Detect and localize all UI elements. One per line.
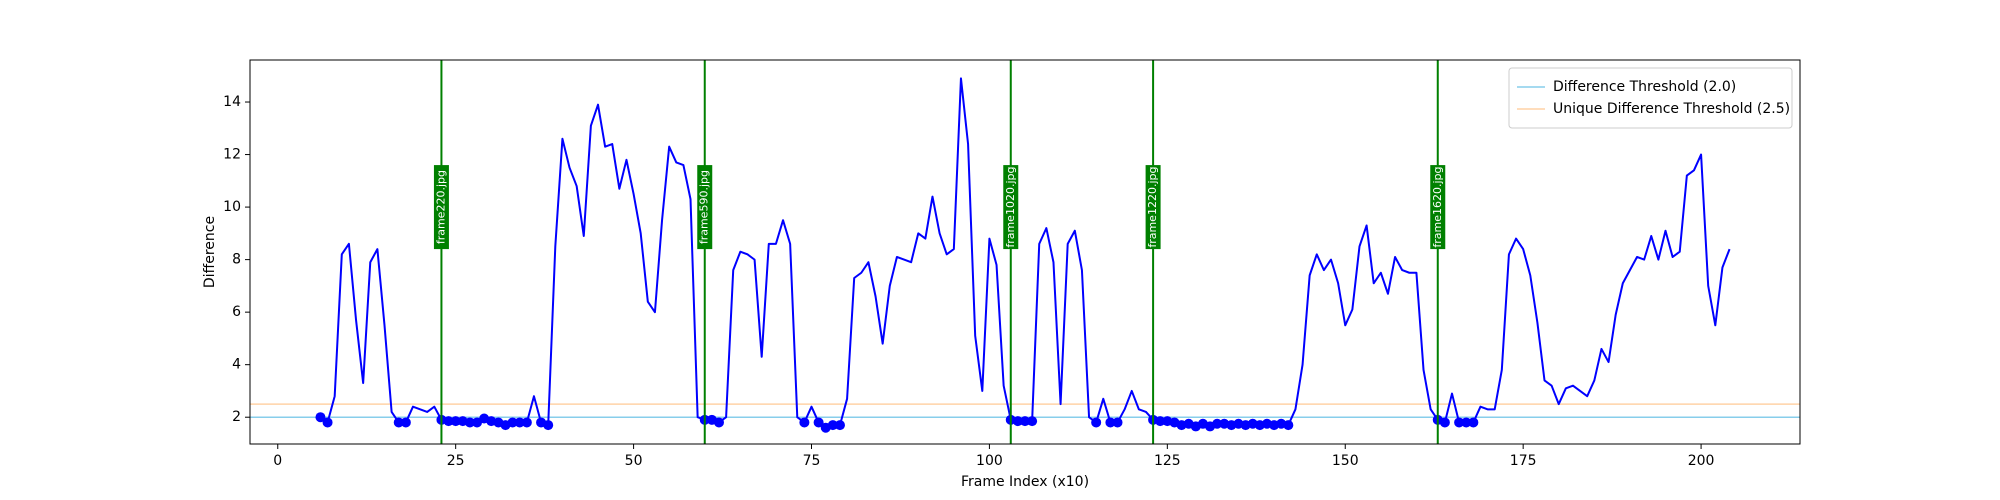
point bbox=[813, 417, 824, 428]
frame-label: frame1220.jpg bbox=[1146, 167, 1159, 248]
x-tick-label: 175 bbox=[1510, 453, 1537, 469]
point bbox=[443, 416, 454, 427]
x-tick-label: 150 bbox=[1332, 453, 1359, 469]
point bbox=[514, 417, 525, 428]
point bbox=[1283, 420, 1294, 431]
point bbox=[827, 420, 838, 431]
point bbox=[1012, 416, 1023, 427]
point bbox=[1105, 417, 1116, 428]
point bbox=[450, 416, 461, 427]
legend-box bbox=[1508, 67, 1793, 129]
y-tick-label: 6 bbox=[232, 304, 241, 320]
point bbox=[1020, 416, 1030, 427]
frame-label-box bbox=[697, 165, 713, 250]
line bbox=[319, 77, 1731, 429]
point bbox=[1212, 418, 1223, 429]
x-tick-label: 200 bbox=[1688, 453, 1715, 469]
frame-label: frame590.jpg bbox=[698, 170, 711, 244]
x-tick-label: 0 bbox=[273, 453, 282, 469]
point bbox=[834, 420, 845, 431]
y-tick-label: 12 bbox=[223, 147, 241, 163]
plot-frame bbox=[249, 59, 1801, 445]
x-axis-label: Frame Index (x10) bbox=[961, 474, 1089, 490]
frame-label-box bbox=[1003, 165, 1019, 250]
frame-label: frame1620.jpg bbox=[1431, 167, 1444, 248]
frame-label: frame220.jpg bbox=[434, 170, 447, 244]
point bbox=[1027, 416, 1038, 427]
x-tick-label: 50 bbox=[625, 453, 643, 469]
point bbox=[400, 417, 411, 428]
y-tick-label: 4 bbox=[232, 357, 241, 373]
y-axis-label: Difference bbox=[202, 216, 218, 288]
point bbox=[521, 417, 532, 428]
x-tick-label: 100 bbox=[976, 453, 1003, 469]
legend-label: Unique Difference Threshold (2.5) bbox=[1553, 101, 1790, 117]
point bbox=[1439, 417, 1450, 428]
frame-label-box bbox=[433, 165, 449, 250]
point bbox=[1468, 417, 1479, 428]
frame-label: frame1020.jpg bbox=[1004, 167, 1017, 248]
y-tick-label: 10 bbox=[223, 199, 241, 215]
point bbox=[393, 417, 404, 428]
frame-label-box bbox=[1145, 165, 1161, 250]
y-tick-label: 14 bbox=[223, 94, 241, 110]
point bbox=[799, 417, 810, 428]
plot bbox=[250, 60, 1800, 444]
point bbox=[1461, 417, 1472, 428]
point bbox=[1091, 417, 1102, 428]
point bbox=[1454, 417, 1465, 428]
x-tick-label: 125 bbox=[1154, 453, 1181, 469]
point bbox=[713, 417, 724, 428]
point bbox=[543, 420, 554, 431]
point bbox=[1155, 416, 1166, 427]
x-tick-label: 25 bbox=[447, 453, 465, 469]
point bbox=[464, 417, 475, 428]
frame-label-box bbox=[1430, 165, 1446, 250]
point bbox=[507, 417, 518, 428]
y-tick-label: 8 bbox=[232, 252, 241, 268]
point bbox=[322, 417, 333, 428]
point bbox=[1112, 417, 1123, 428]
point bbox=[315, 412, 326, 423]
x-tick-label: 75 bbox=[803, 453, 821, 469]
legend-label: Difference Threshold (2.0) bbox=[1553, 79, 1736, 95]
y-tick-label: 2 bbox=[232, 409, 241, 425]
